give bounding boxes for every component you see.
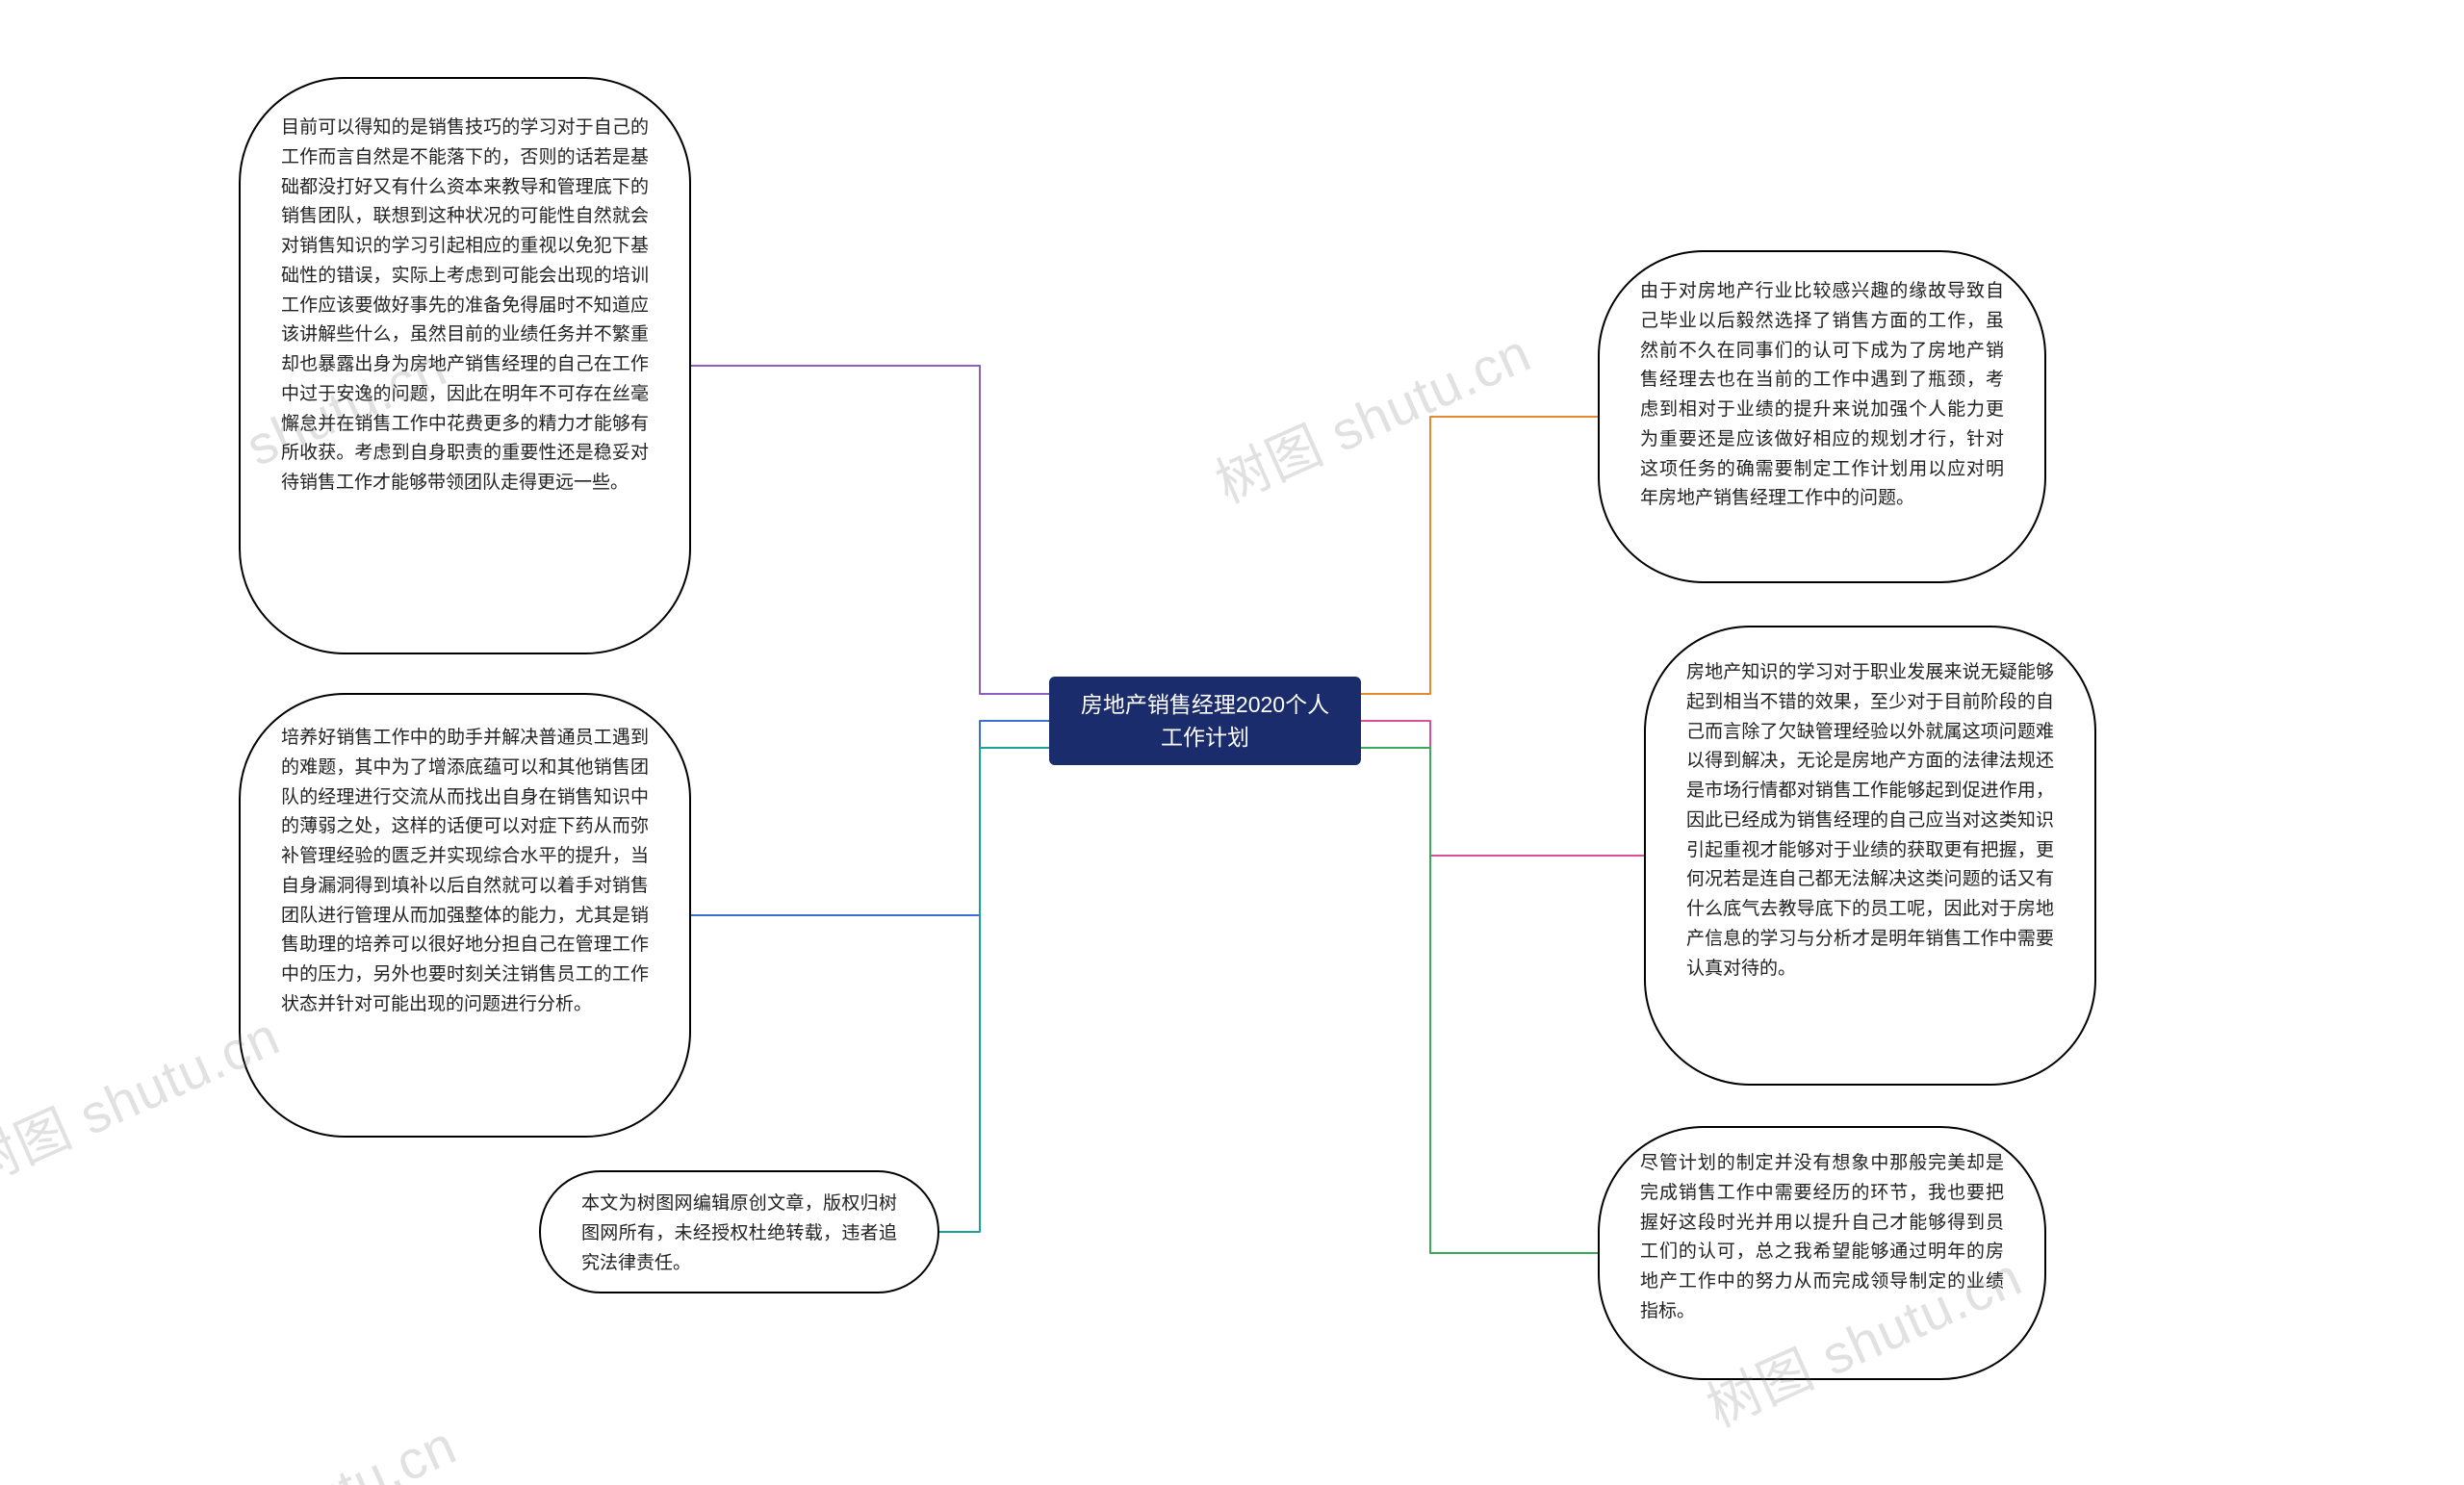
node-right-top-text: 由于对房地产行业比较感兴趣的缘故导致自己毕业以后毅然选择了销售方面的工作，虽然前…	[1640, 281, 2004, 508]
node-left-top-text: 目前可以得知的是销售技巧的学习对于自己的工作而言自然是不能落下的，否则的话若是基…	[281, 117, 649, 493]
watermark: 树图 shutu.cn	[1202, 310, 1542, 518]
center-title-line1: 房地产销售经理2020个人	[1081, 688, 1329, 722]
connector-path	[939, 748, 1049, 1232]
node-left-bot-text: 本文为树图网编辑原创文章，版权归树图网所有，未经授权杜绝转载，违者追究法律责任。	[581, 1193, 897, 1273]
center-node: 房地产销售经理2020个人 工作计划	[1049, 677, 1361, 765]
connector-path	[691, 366, 1049, 694]
node-left-top: 目前可以得知的是销售技巧的学习对于自己的工作而言自然是不能落下的，否则的话若是基…	[239, 77, 691, 654]
node-left-bot: 本文为树图网编辑原创文章，版权归树图网所有，未经授权杜绝转载，违者追究法律责任。	[539, 1170, 939, 1293]
node-left-mid-text: 培养好销售工作中的助手并解决普通员工遇到的难题，其中为了增添底蕴可以和其他销售团…	[281, 728, 649, 1014]
node-left-mid: 培养好销售工作中的助手并解决普通员工遇到的难题，其中为了增添底蕴可以和其他销售团…	[239, 693, 691, 1138]
node-right-mid-text: 房地产知识的学习对于职业发展来说无疑能够起到相当不错的效果，至少对于目前阶段的自…	[1686, 662, 2054, 979]
connector-path	[1361, 721, 1644, 856]
node-right-top: 由于对房地产行业比较感兴趣的缘故导致自己毕业以后毅然选择了销售方面的工作，虽然前…	[1598, 250, 2046, 583]
connector-path	[1361, 748, 1598, 1253]
node-right-bot: 尽管计划的制定并没有想象中那般完美却是完成销售工作中需要经历的环节，我也要把握好…	[1598, 1126, 2046, 1380]
connector-path	[1361, 417, 1598, 694]
node-right-bot-text: 尽管计划的制定并没有想象中那般完美却是完成销售工作中需要经历的环节，我也要把握好…	[1640, 1153, 2004, 1321]
node-right-mid: 房地产知识的学习对于职业发展来说无疑能够起到相当不错的效果，至少对于目前阶段的自…	[1644, 626, 2096, 1086]
center-title-line2: 工作计划	[1081, 721, 1329, 755]
watermark: shutu.cn	[246, 1413, 465, 1485]
connector-path	[691, 721, 1049, 915]
